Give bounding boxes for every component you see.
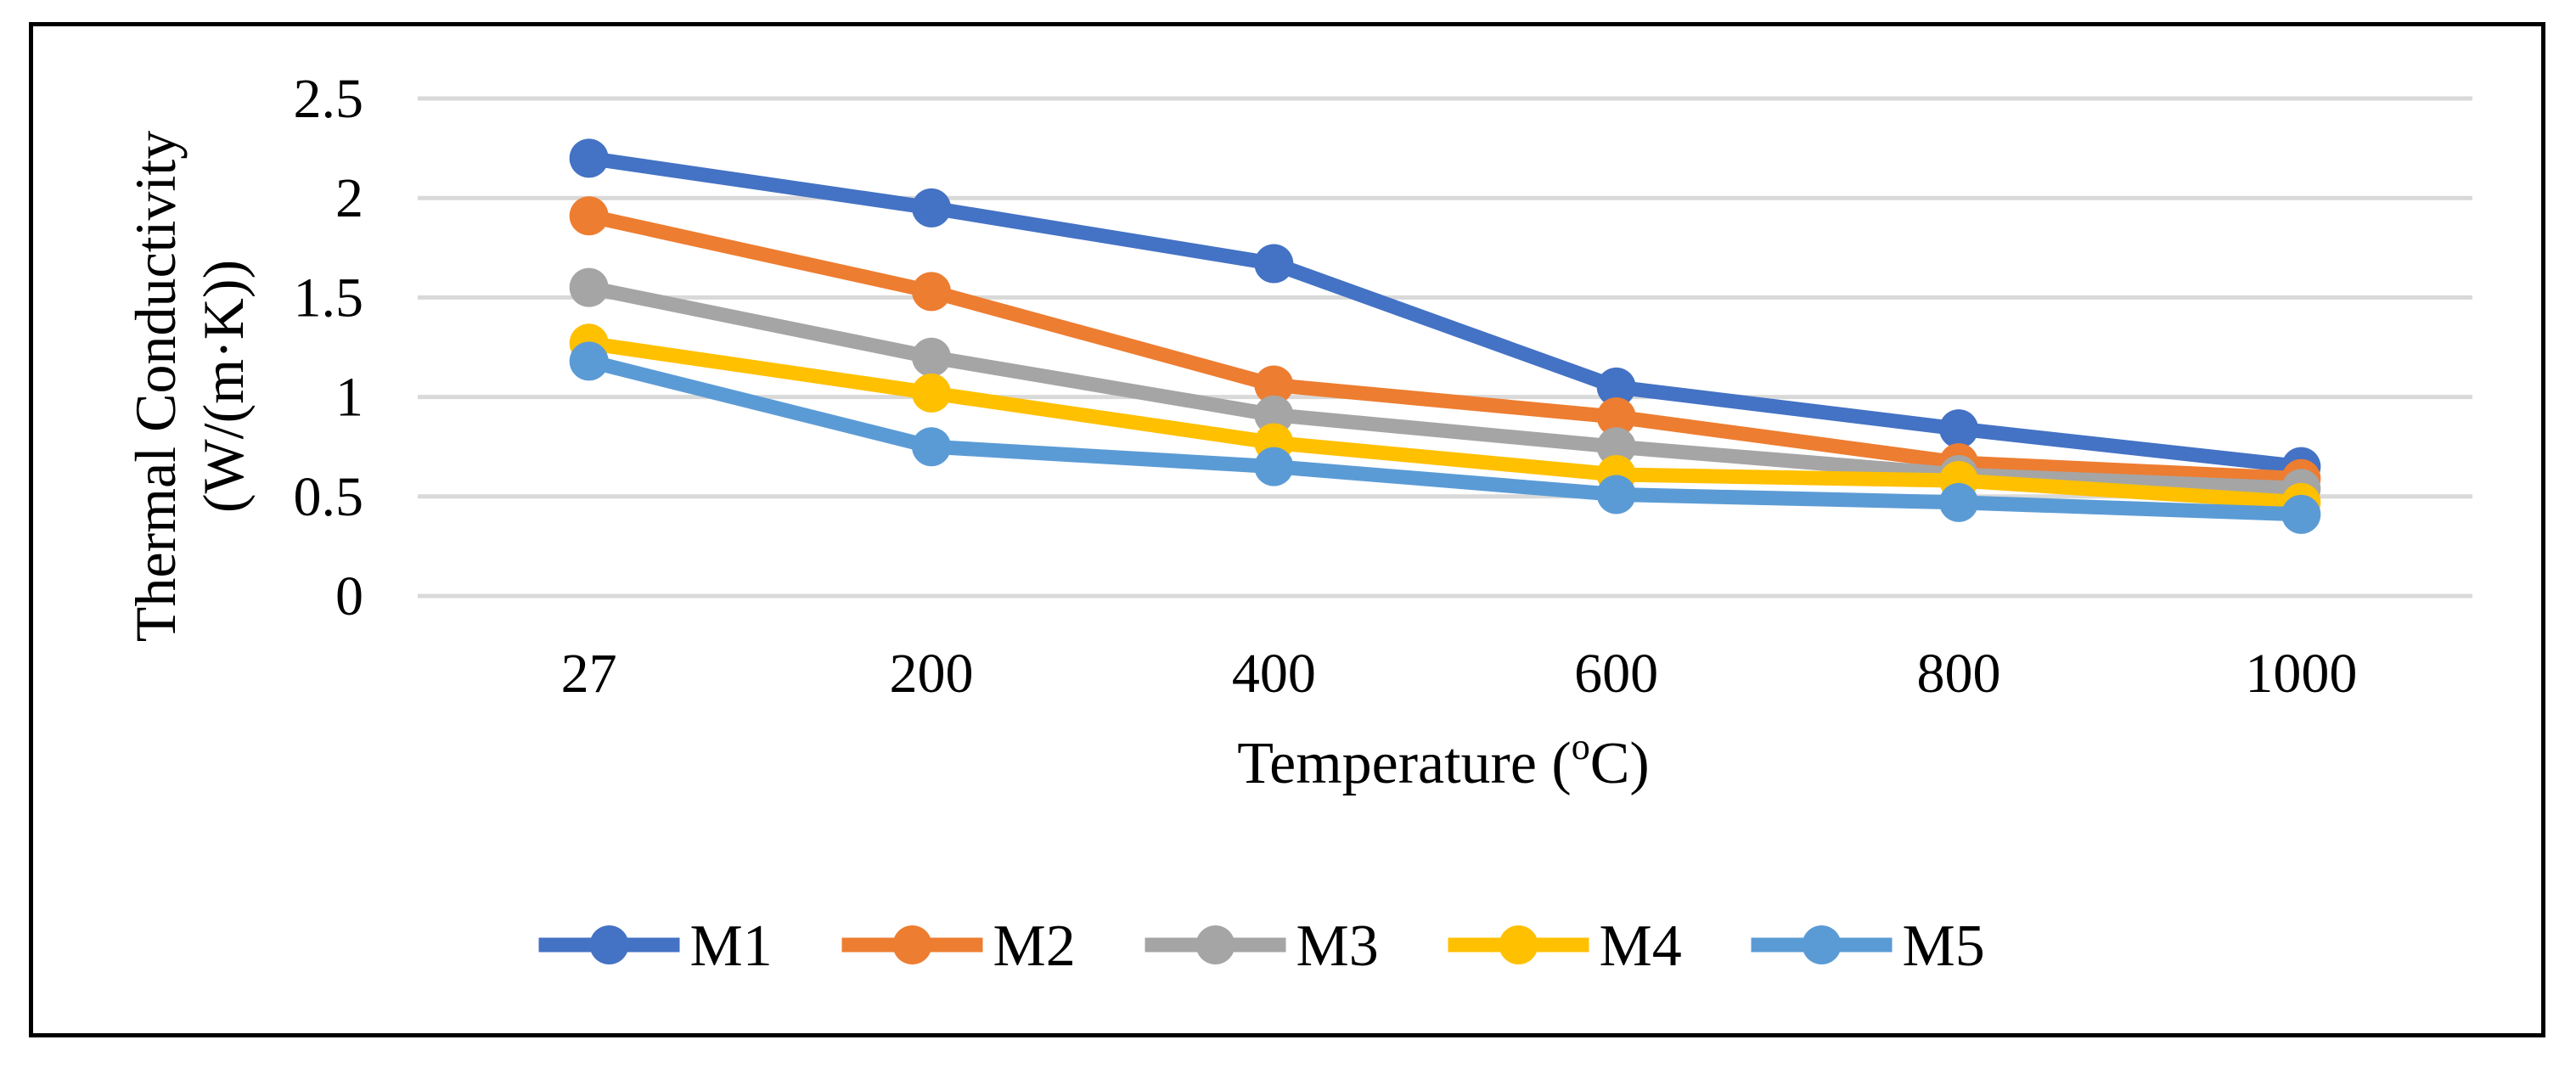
series-line-m4 [582,335,2309,510]
x-tick-label: 27 [561,643,617,705]
y-axis-ticks: 0 0.5 1 1.5 2 2.5 [294,68,364,627]
data-point-m5-27 [569,341,609,381]
x-axis-label: Temperature (oC) [1237,726,1649,796]
legend-item-m3: M3 [1145,913,1379,979]
data-point-m1-400 [1254,244,1294,284]
x-tick-label: 400 [1232,643,1316,705]
legend-item-m5: M5 [1751,913,1985,979]
x-tick-label: 1000 [2245,643,2357,705]
data-point-m5-1000 [2281,494,2321,534]
legend-label: M2 [993,913,1076,979]
legend-marker [1499,925,1538,964]
legend-label: M1 [690,913,773,979]
y-tick-label: 2.5 [294,68,364,130]
data-point-m1-800 [1939,409,1978,449]
data-point-m3-400 [1254,395,1294,435]
series-m5 [569,341,2321,534]
y-tick-label: 1 [335,367,363,429]
y-axis-label-line2: (W/(m·K)) [191,260,256,513]
data-point-m2-200 [912,272,951,312]
y-axis-label: Thermal Conductivity (W/(m·K)) [123,131,256,642]
y-tick-label: 0 [335,565,363,627]
data-point-m5-400 [1254,447,1294,486]
legend-label: M3 [1296,913,1379,979]
y-axis-label-line1: Thermal Conductivity [123,131,188,642]
data-point-m2-400 [1254,365,1294,405]
legend: M1 M2 M3 M4 M5 [538,913,1985,979]
data-point-m4-200 [912,373,951,413]
legend-item-m2: M2 [841,913,1076,979]
data-point-m1-200 [912,188,951,228]
x-tick-label: 200 [890,643,974,705]
y-tick-label: 0.5 [294,466,364,528]
y-tick-label: 1.5 [294,267,364,329]
data-point-m3-200 [912,337,951,377]
legend-label: M4 [1600,913,1682,979]
data-point-m5-600 [1596,475,1636,514]
data-point-m2-27 [569,196,609,236]
legend-item-m1: M1 [538,913,773,979]
data-point-m1-600 [1596,367,1636,407]
series-layer [569,138,2321,534]
x-tick-label: 800 [1917,643,2001,705]
series-line-m3 [582,280,2309,496]
data-point-m5-800 [1939,482,1978,522]
legend-marker [892,925,932,964]
series-line-m2 [582,208,2309,486]
x-axis-ticks: 27 200 400 600 800 1000 [561,643,2358,705]
legend-label: M5 [1903,913,1985,979]
legend-marker [1195,925,1235,964]
chart-frame [29,22,2545,1037]
data-point-m3-27 [569,267,609,307]
legend-marker [589,925,629,964]
data-point-m3-600 [1596,427,1636,467]
series-m1 [569,138,2321,486]
legend-item-m4: M4 [1448,913,1682,979]
data-point-m2-600 [1596,397,1636,437]
series-m3 [569,267,2321,509]
series-line-m1 [582,150,2309,475]
data-point-m1-27 [569,138,609,178]
x-tick-label: 600 [1574,643,1658,705]
series-line-m5 [582,353,2309,522]
y-tick-label: 2 [335,167,363,229]
data-point-m5-200 [912,427,951,467]
legend-marker [1802,925,1842,964]
